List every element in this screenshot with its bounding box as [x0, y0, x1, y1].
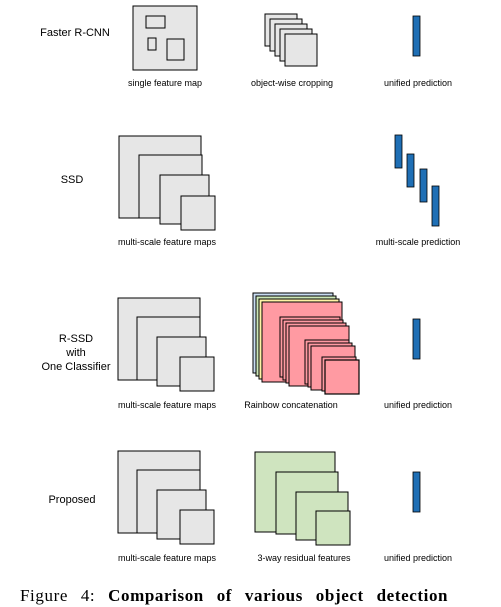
row-label-rssd-line1: R-SSD	[59, 333, 93, 345]
caption-multi-scale-feature-maps: multi-scale feature maps	[118, 237, 217, 247]
multi-scale-feature-maps	[118, 135, 216, 231]
caption-residual-features: 3-way residual features	[257, 553, 351, 563]
row-label-proposed: Proposed	[48, 494, 95, 506]
figure-caption: Figure 4: Comparison of various object d…	[20, 586, 490, 606]
object-wise-cropping	[264, 13, 318, 67]
caption-single-feature-map: single feature map	[128, 78, 202, 88]
rainbow-concatenation-stack	[252, 292, 360, 395]
row-label-ssd: SSD	[61, 174, 84, 186]
unified-prediction-bar	[412, 15, 421, 57]
caption-unified-prediction-proposed: unified prediction	[384, 553, 452, 563]
caption-unified-prediction: unified prediction	[384, 78, 452, 88]
three-way-residual-features	[254, 451, 351, 546]
figure-caption-prefix: Figure 4:	[20, 586, 96, 605]
multi-scale-feature-maps-proposed	[117, 450, 215, 545]
multi-scale-prediction-bars	[394, 134, 440, 227]
caption-multi-scale-feature-maps-proposed: multi-scale feature maps	[118, 553, 217, 563]
row-label-rssd-line2: with	[65, 347, 86, 359]
multi-scale-feature-maps-rssd	[117, 297, 215, 392]
caption-object-wise-cropping: object-wise cropping	[251, 78, 333, 88]
caption-multi-scale-prediction: multi-scale prediction	[376, 237, 461, 247]
single-feature-map	[132, 5, 198, 71]
caption-unified-prediction-rssd: unified prediction	[384, 400, 452, 410]
unified-prediction-bar-rssd	[412, 318, 421, 360]
caption-multi-scale-feature-maps-rssd: multi-scale feature maps	[118, 400, 217, 410]
unified-prediction-bar-proposed	[412, 471, 421, 513]
row-label-faster-rcnn: Faster R-CNN	[40, 27, 110, 39]
caption-rainbow-concatenation: Rainbow concatenation	[244, 400, 338, 410]
figure-caption-title: Comparison of various object detection	[108, 586, 449, 605]
row-label-rssd-line3: One Classifier	[41, 361, 110, 373]
